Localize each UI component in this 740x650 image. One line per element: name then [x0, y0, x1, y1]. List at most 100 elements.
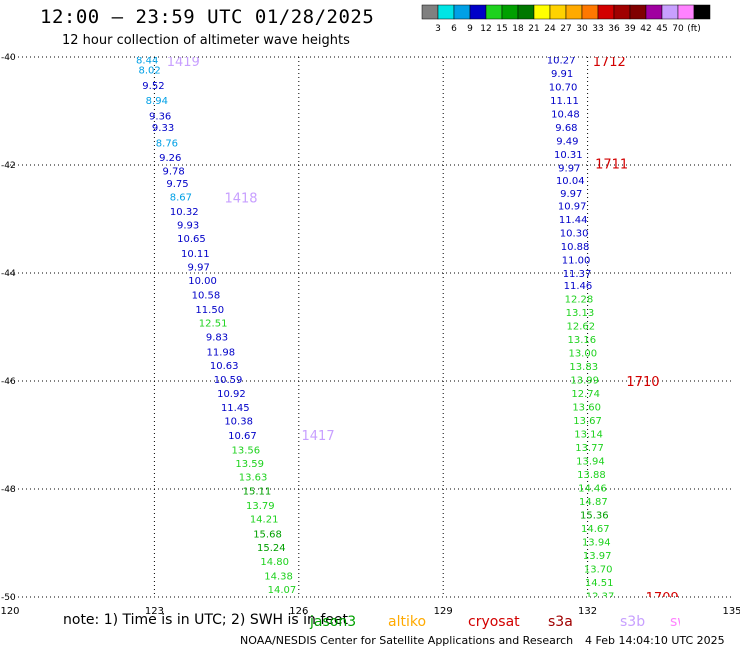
wave-height-value: 10.48 — [551, 110, 580, 121]
wave-height-value: 10.30 — [560, 229, 589, 240]
wave-height-value: 13.00 — [568, 348, 597, 359]
color-scale-label: 33 — [592, 24, 603, 34]
color-scale-label: 12 — [480, 24, 491, 34]
wave-height-value: 11.98 — [207, 347, 236, 358]
orbit-pass-label: 1417 — [302, 429, 335, 444]
wave-height-value: 14.51 — [585, 578, 614, 589]
note-text: note: 1) Time is in UTC; 2) SWH is in fe… — [63, 612, 349, 628]
wave-height-value: 13.83 — [569, 362, 598, 373]
color-scale-label: 30 — [576, 24, 588, 34]
wave-height-value: 9.83 — [206, 333, 228, 344]
wave-height-value: 10.11 — [181, 249, 210, 260]
wave-height-value: 10.59 — [214, 375, 243, 386]
color-scale-label: 24 — [544, 24, 556, 34]
x-tick-label: 135 — [722, 606, 740, 617]
wave-height-value: 11.11 — [550, 96, 579, 107]
x-tick-label: 126 — [289, 606, 308, 617]
wave-height-value: 13.77 — [575, 443, 604, 454]
wave-height-value: 13.79 — [246, 501, 275, 512]
plot-area: 8.448.02 9.52 8.94 9.369.33 8.76 9.26 9.78 9.75… — [136, 55, 679, 606]
footer-organization: NOAA/NESDIS Center for Satellite Applica… — [240, 634, 574, 647]
wave-height-value: 10.63 — [210, 361, 239, 372]
wave-height-value: 11.50 — [195, 305, 224, 316]
wave-height-value: 9.97 — [560, 189, 582, 200]
x-tick-label: 132 — [578, 606, 597, 617]
orbit-pass-label: 1419 — [167, 55, 200, 70]
wave-height-value: 11.46 — [564, 281, 593, 292]
wave-height-value: 13.14 — [574, 429, 603, 440]
y-tick-label: -48 — [1, 485, 16, 495]
wave-height-value: 15.11 — [243, 487, 272, 498]
wave-height-value: 10.92 — [217, 389, 246, 400]
wave-height-value: 10.38 — [224, 416, 253, 427]
x-tick-label: 123 — [145, 606, 164, 617]
page-title: 12:00 – 23:59 UTC 01/28/2025 — [40, 6, 375, 28]
color-scale-label: (ft) — [687, 24, 701, 34]
wave-height-value: 13.13 — [566, 308, 595, 319]
color-scale-label: 18 — [512, 24, 524, 34]
wave-height-value: 14.38 — [264, 571, 293, 582]
wave-height-value: 13.94 — [582, 537, 611, 548]
wave-height-value: 14.67 — [581, 524, 610, 535]
wave-height-value: 9.49 — [556, 137, 578, 148]
wave-height-value: 10.97 — [558, 202, 587, 213]
wave-height-value: 10.27 — [547, 56, 576, 67]
wave-height-value: 9.52 — [142, 81, 164, 92]
legend-satellite-s3a: s3a — [548, 614, 573, 630]
wave-height-value: 9.75 — [166, 179, 188, 190]
wave-height-value: 14.87 — [579, 497, 608, 508]
footer-timestamp: 4 Feb 14:04:10 UTC 2025 — [585, 634, 725, 647]
wave-height-value: 8.76 — [156, 138, 178, 149]
wave-height-value: 9.91 — [551, 69, 573, 80]
wave-height-value: 13.99 — [570, 375, 599, 386]
wave-height-value: 8.44 — [136, 56, 158, 67]
wave-height-value: 14.21 — [250, 515, 279, 526]
color-scale-label: 21 — [528, 24, 539, 34]
color-scale-label: 6 — [451, 24, 457, 34]
orbit-pass-label: 1709 — [646, 591, 679, 606]
wave-height-value: 10.65 — [177, 234, 206, 245]
color-scale-label: 3 — [435, 24, 441, 34]
color-swatch — [693, 4, 711, 20]
wave-height-value: 9.26 — [159, 153, 181, 164]
color-scale-label: 27 — [560, 24, 571, 34]
wave-height-value: 11.45 — [221, 403, 250, 414]
wave-height-value: 15.24 — [257, 543, 286, 554]
y-tick-label: -42 — [1, 161, 16, 171]
wave-height-value: 8.67 — [170, 192, 192, 203]
wave-height-value: 8.02 — [138, 65, 160, 76]
wave-height-value: 10.04 — [556, 176, 585, 187]
x-tick-label: 129 — [434, 606, 453, 617]
color-scale-label: 42 — [640, 24, 651, 34]
x-tick-label: 120 — [0, 606, 19, 617]
color-scale-label: 45 — [656, 24, 667, 34]
orbit-pass-label: 1710 — [626, 375, 659, 390]
orbit-pass-label: 1418 — [224, 191, 257, 206]
wave-height-value: 12.74 — [571, 389, 600, 400]
wave-height-value: 10.67 — [228, 431, 257, 442]
wave-height-value: 9.36 — [149, 111, 171, 122]
wave-height-value: 13.67 — [573, 416, 602, 427]
wave-height-value: 13.70 — [584, 564, 613, 575]
y-tick-label: -50 — [1, 593, 16, 603]
wave-height-value: 11.44 — [559, 215, 588, 226]
y-tick-label: -44 — [1, 269, 16, 279]
wave-height-value: 11.00 — [562, 256, 591, 267]
wave-height-value: 13.63 — [239, 473, 268, 484]
page-subtitle: 12 hour collection of altimeter wave hei… — [62, 33, 350, 48]
wave-height-value: 13.59 — [235, 459, 264, 470]
legend-satellite-s3b: s3b — [620, 614, 645, 630]
wave-height-value: 9.93 — [177, 220, 199, 231]
wave-height-value: 15.68 — [253, 529, 282, 540]
color-scale-label: 9 — [467, 24, 473, 34]
wave-height-value: 10.88 — [561, 242, 590, 253]
wave-height-value: 10.32 — [170, 207, 199, 218]
color-scale-label: 39 — [624, 24, 636, 34]
wave-height-value: 9.33 — [152, 123, 174, 134]
wave-height-value: 9.78 — [163, 166, 185, 177]
y-tick-label: -46 — [1, 377, 16, 387]
legend-satellite-altiko: altiko — [388, 614, 426, 630]
wave-height-value: 8.94 — [146, 96, 168, 107]
wave-height-value: 10.00 — [188, 276, 217, 287]
